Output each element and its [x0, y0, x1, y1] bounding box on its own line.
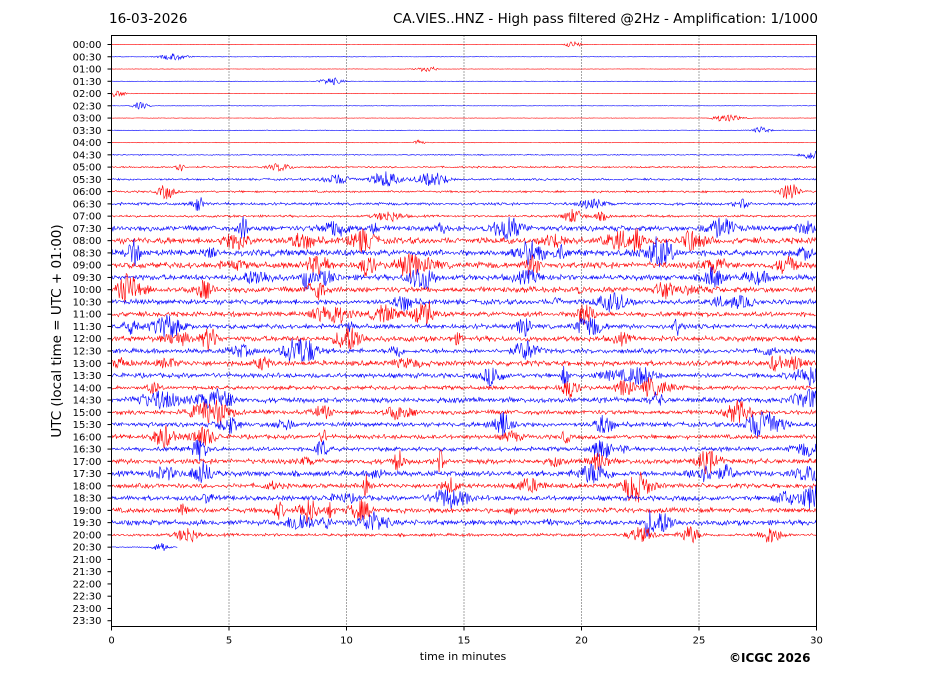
y-tick-label: 15:30 [73, 420, 102, 431]
trace-line [111, 90, 817, 97]
x-axis: 0 5 10 15 20 25 30 [108, 626, 823, 647]
y-tick-label: 19:30 [73, 518, 102, 529]
trace-line [111, 228, 817, 254]
y-tick-label: 18:30 [73, 494, 102, 505]
y-tick-label: 00:30 [73, 52, 102, 63]
trace-line [111, 449, 817, 475]
trace-line [111, 388, 817, 410]
trace-line [111, 171, 817, 187]
trace-line [111, 266, 817, 291]
y-tick-label: 13:30 [73, 371, 102, 382]
grid-lines [228, 35, 700, 627]
y-tick-label: 20:00 [73, 530, 102, 541]
y-tick-label: 05:00 [73, 163, 102, 174]
trace-line [111, 114, 817, 122]
y-tick-label: 02:00 [73, 89, 102, 100]
y-tick-label: 01:30 [73, 77, 102, 88]
trace-line [111, 301, 817, 325]
y-tick-label: 09:00 [73, 261, 102, 272]
y-tick-label: 09:30 [73, 273, 102, 284]
trace-line [111, 126, 817, 133]
trace-line [111, 292, 817, 313]
y-tick-label: 13:00 [73, 359, 102, 370]
trace-line [111, 139, 817, 145]
trace-line [111, 510, 817, 537]
y-tick-label: 19:00 [73, 506, 102, 517]
y-tick-label: 10:30 [73, 297, 102, 308]
trace-line [111, 365, 817, 387]
y-tick-label: 01:00 [73, 65, 102, 76]
y-tick-label: 12:30 [73, 347, 102, 358]
y-tick-label: 17:30 [73, 469, 102, 480]
x-tick-label: 5 [226, 636, 232, 647]
y-tick-label: 03:30 [73, 126, 102, 137]
y-axis-label: UTC (local time = UTC + 01:00) [49, 224, 65, 438]
trace-line [111, 150, 817, 160]
x-tick-label: 10 [340, 636, 353, 647]
copyright-notice: ©ICGC 2026 [729, 651, 811, 665]
y-tick-label: 00:00 [73, 40, 102, 51]
x-tick-label: 0 [108, 636, 114, 647]
y-tick-label: 10:00 [73, 285, 102, 296]
y-tick-label: 16:00 [73, 432, 102, 443]
trace-line [111, 542, 178, 551]
y-tick-label: 04:00 [73, 138, 102, 149]
y-tick-label: 08:30 [73, 248, 102, 259]
y-tick-label: 07:30 [73, 224, 102, 235]
trace-line [111, 471, 817, 503]
y-tick-label: 05:30 [73, 175, 102, 186]
trace-line [111, 526, 817, 544]
x-tick-label: 20 [575, 636, 588, 647]
x-axis-label: time in minutes [419, 650, 507, 663]
y-tick-label: 15:00 [73, 408, 102, 419]
y-tick-label: 23:30 [73, 616, 102, 627]
y-tick-label: 07:00 [73, 212, 102, 223]
trace-line [111, 41, 817, 48]
y-tick-label: 02:30 [73, 101, 102, 112]
y-tick-label: 11:00 [73, 310, 102, 321]
trace-line [111, 253, 817, 279]
trace-line [111, 216, 817, 240]
y-tick-label: 18:00 [73, 481, 102, 492]
y-tick-label: 17:00 [73, 457, 102, 468]
trace-line [111, 355, 817, 372]
y-tick-label: 21:00 [73, 555, 102, 566]
y-tick-label: 22:00 [73, 579, 102, 590]
y-tick-label: 12:00 [73, 334, 102, 345]
y-tick-label: 11:30 [73, 322, 102, 333]
x-tick-label: 15 [458, 636, 471, 647]
plot-date: 16-03-2026 [109, 11, 188, 27]
y-tick-label: 20:30 [73, 543, 102, 554]
y-tick-label: 08:00 [73, 236, 102, 247]
y-tick-label: 16:30 [73, 445, 102, 456]
y-tick-label: 22:30 [73, 592, 102, 603]
y-tick-label: 21:30 [73, 567, 102, 578]
y-tick-label: 23:00 [73, 604, 102, 615]
y-tick-label: 06:30 [73, 199, 102, 210]
y-tick-label: 03:00 [73, 114, 102, 125]
trace-line [111, 197, 817, 211]
trace-line [111, 102, 817, 110]
y-tick-label: 06:00 [73, 187, 102, 198]
plot-frame [111, 35, 817, 627]
y-tick-label: 14:30 [73, 396, 102, 407]
trace-line [111, 236, 817, 268]
trace-line [111, 184, 817, 200]
trace-line [111, 163, 817, 172]
x-tick-label: 30 [810, 636, 823, 647]
trace-line [111, 327, 817, 351]
y-tick-label: 14:00 [73, 383, 102, 394]
x-tick-label: 25 [693, 636, 706, 647]
seismic-traces [111, 41, 817, 551]
plot-title: CA.VIES..HNZ - High pass filtered @2Hz -… [393, 11, 818, 27]
trace-line [111, 399, 817, 425]
y-tick-label: 04:30 [73, 150, 102, 161]
